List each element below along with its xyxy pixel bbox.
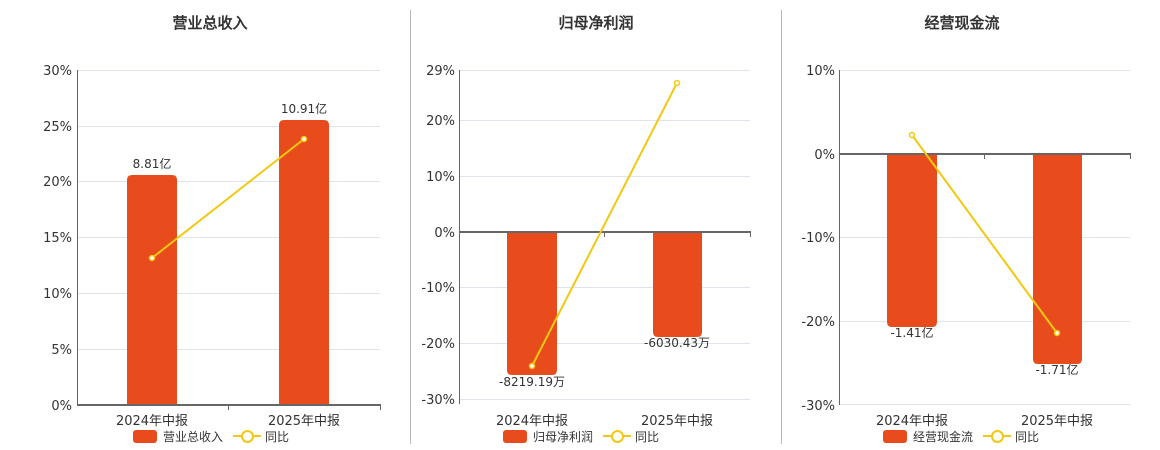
y-axis-labels: 10% 0% -10% -20% -30%	[801, 64, 835, 414]
revenue-legend: 营业总收入 同比	[133, 428, 289, 444]
bar-legend-swatch[interactable]	[883, 429, 907, 443]
y-tick: 0%	[51, 399, 72, 414]
yoy-line	[528, 79, 681, 370]
cash-flow-chart-panel: 经营现金流	[782, 0, 1160, 450]
cash-flow-legend: 经营现金流 同比	[883, 428, 1039, 444]
bars	[887, 154, 1082, 364]
line-point[interactable]	[148, 254, 156, 262]
x-category-label: 2025年中报	[641, 414, 713, 429]
line-point[interactable]	[528, 362, 536, 370]
grid-lines	[839, 70, 1130, 405]
y-tick: 10%	[426, 170, 455, 185]
net-profit-chart-panel: 归母净利润	[411, 0, 781, 450]
bar-value-label: -6030.43万	[644, 336, 710, 350]
bar-value-label: 8.81亿	[133, 156, 172, 171]
bar-legend-label[interactable]: 经营现金流	[913, 429, 974, 444]
bar-2024[interactable]	[507, 232, 557, 375]
net-profit-chart: 29% 20% 10% 0% -10% -20% -30% -8219.19万 …	[421, 64, 751, 429]
y-tick: 0%	[814, 148, 835, 163]
bar-legend-label[interactable]: 营业总收入	[163, 429, 224, 444]
y-tick: 10%	[43, 287, 72, 302]
line-point[interactable]	[908, 131, 916, 139]
y-tick: 5%	[51, 343, 72, 358]
yoy-line	[908, 131, 1061, 337]
y-tick: -20%	[801, 315, 835, 330]
panel-divider	[410, 10, 411, 444]
line-point[interactable]	[1053, 329, 1061, 337]
y-tick: 20%	[43, 175, 72, 190]
x-category-label: 2025年中报	[268, 414, 340, 429]
bar-2025[interactable]	[653, 232, 702, 337]
bar-value-label: 10.91亿	[281, 101, 327, 116]
y-tick: -10%	[801, 231, 835, 246]
y-tick: -30%	[421, 393, 455, 408]
y-tick: 29%	[426, 64, 455, 79]
line-legend-icon[interactable]	[233, 429, 262, 443]
line-legend-label[interactable]: 同比	[635, 429, 660, 444]
bar-value-label: -1.71亿	[1035, 362, 1078, 377]
y-tick: -20%	[421, 337, 455, 352]
bar-2025[interactable]	[279, 120, 329, 405]
y-axis-labels: 29% 20% 10% 0% -10% -20% -30%	[421, 64, 455, 408]
x-category-label: 2024年中报	[496, 414, 568, 429]
bar-legend-swatch[interactable]	[503, 429, 527, 443]
x-category-label: 2024年中报	[116, 414, 188, 429]
y-tick: 15%	[43, 231, 72, 246]
bar-legend-label[interactable]: 归母净利润	[533, 429, 594, 444]
revenue-chart: 30% 25% 20% 15% 10% 5% 0% 8.81亿 10.91亿 2…	[43, 64, 381, 429]
revenue-chart-panel: 营业总收入	[0, 0, 410, 450]
bars	[127, 120, 329, 405]
chart-title: 经营现金流	[924, 14, 1000, 32]
x-category-label: 2025年中报	[1021, 414, 1093, 429]
yoy-line	[148, 135, 308, 262]
line-legend-label[interactable]: 同比	[265, 429, 290, 444]
bar-value-label: -8219.19万	[499, 375, 565, 389]
chart-title: 营业总收入	[172, 14, 248, 32]
net-profit-legend: 归母净利润 同比	[503, 428, 659, 444]
x-category-label: 2024年中报	[876, 414, 948, 429]
line-point[interactable]	[673, 79, 681, 87]
y-tick: 25%	[43, 120, 72, 135]
y-axis-labels: 30% 25% 20% 15% 10% 5% 0%	[43, 64, 72, 414]
y-tick: 0%	[434, 226, 455, 241]
bar-2024[interactable]	[127, 175, 177, 405]
bar-2024[interactable]	[887, 154, 937, 327]
line-point[interactable]	[300, 135, 308, 143]
line-legend-icon[interactable]	[983, 429, 1012, 443]
line-legend-label[interactable]: 同比	[1015, 429, 1040, 444]
chart-title: 归母净利润	[558, 14, 634, 32]
y-tick: -30%	[801, 399, 835, 414]
bar-value-label: -1.41亿	[890, 325, 933, 340]
y-tick: 10%	[806, 64, 835, 79]
y-tick: 20%	[426, 114, 455, 129]
panel-divider	[781, 10, 782, 444]
bars	[507, 232, 702, 375]
cash-flow-chart: 10% 0% -10% -20% -30% -1.41亿 -1.71亿 2024…	[801, 64, 1131, 429]
y-tick: 30%	[43, 64, 72, 79]
bar-2025[interactable]	[1033, 154, 1082, 364]
grid-lines	[77, 70, 380, 350]
line-legend-icon[interactable]	[603, 429, 632, 443]
bar-legend-swatch[interactable]	[133, 429, 157, 443]
y-tick: -10%	[421, 281, 455, 296]
